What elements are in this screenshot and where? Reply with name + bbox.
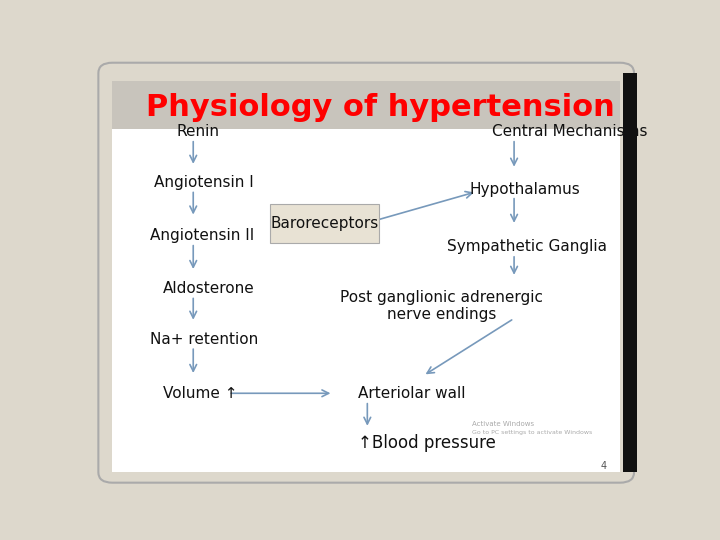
Text: Arteriolar wall: Arteriolar wall <box>358 386 465 401</box>
Text: Go to PC settings to activate Windows: Go to PC settings to activate Windows <box>472 430 593 435</box>
Bar <box>112 82 620 129</box>
FancyBboxPatch shape <box>270 204 379 244</box>
Text: Post ganglionic adrenergic
nerve endings: Post ganglionic adrenergic nerve endings <box>340 290 543 322</box>
Text: Na+ retention: Na+ retention <box>150 332 258 347</box>
Text: Angiotensin II: Angiotensin II <box>150 228 254 243</box>
Text: Volume ↑: Volume ↑ <box>163 386 237 401</box>
Text: Central Mechanisms: Central Mechanisms <box>492 124 647 139</box>
Text: Physiology of hypertension: Physiology of hypertension <box>145 93 615 122</box>
Text: ↑Blood pressure: ↑Blood pressure <box>358 434 495 452</box>
Text: Angiotensin I: Angiotensin I <box>154 174 254 190</box>
FancyBboxPatch shape <box>99 63 634 483</box>
Bar <box>623 73 637 472</box>
Text: Sympathetic Ganglia: Sympathetic Ganglia <box>447 239 607 254</box>
Text: Activate Windows: Activate Windows <box>472 421 534 428</box>
Text: Renin: Renin <box>176 124 220 139</box>
Text: 4: 4 <box>600 461 606 471</box>
Text: Baroreceptors: Baroreceptors <box>270 216 379 231</box>
Text: Hypothalamus: Hypothalamus <box>469 182 580 197</box>
Bar <box>112 129 620 472</box>
Text: Aldosterone: Aldosterone <box>163 281 254 296</box>
